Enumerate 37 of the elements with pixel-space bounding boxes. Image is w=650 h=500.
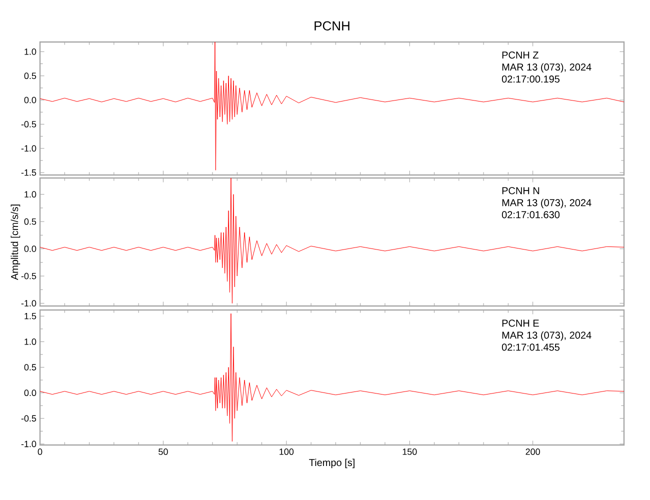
y-tick-label: 0.0 <box>24 246 36 252</box>
x-tick-label: 0 <box>38 448 42 455</box>
x-tick-label: 50 <box>158 448 168 455</box>
line-series <box>40 178 624 304</box>
y-tick-label: 1.0 <box>24 48 36 55</box>
y-tick-label: -1.5 <box>21 169 36 176</box>
annotation: 02:17:00.195 <box>502 76 560 83</box>
annotation: MAR 13 (073), 2024 <box>502 331 592 341</box>
y-tick-label: -1.0 <box>21 145 36 152</box>
y-tick-label: 1.0 <box>24 191 36 198</box>
line-series <box>40 42 624 170</box>
y-tick-label: 1.0 <box>24 338 36 345</box>
y-tick-label: -0.5 <box>21 272 36 280</box>
y-tick-label: 0.5 <box>24 364 36 370</box>
x-tick-label: 100 <box>280 448 294 455</box>
x-tick-label: 150 <box>402 448 417 455</box>
y-tick-label: 0.0 <box>24 96 36 104</box>
y-tick-label: -1.0 <box>21 440 36 448</box>
y-tick-label: 0.5 <box>24 72 36 80</box>
y-axis-title: Amplitud [cm/s/s] <box>10 204 20 280</box>
annotation: MAR 13 (073), 2024 <box>502 63 592 73</box>
chart-title: PCNH <box>314 21 350 30</box>
y-tick-label: 0.5 <box>24 218 36 225</box>
annotation: 02:17:01.455 <box>502 344 560 351</box>
annotation: PCNH E <box>502 320 539 327</box>
annotation: PCNH N <box>502 187 540 194</box>
x-axis-title: Tiempo [s] <box>309 458 354 468</box>
annotation: PCNH Z <box>502 52 538 59</box>
y-tick-label: -0.5 <box>21 121 36 128</box>
y-tick-label: -0.5 <box>21 415 36 422</box>
y-tick-label: -1.0 <box>21 300 36 306</box>
x-tick-label: 200 <box>526 448 540 455</box>
y-tick-label: 0.0 <box>24 390 36 396</box>
line-series <box>40 313 624 442</box>
annotation: MAR 13 (073), 2024 <box>502 198 592 208</box>
y-tick-label: 1.5 <box>24 312 36 320</box>
annotation: 02:17:01.630 <box>502 211 560 218</box>
